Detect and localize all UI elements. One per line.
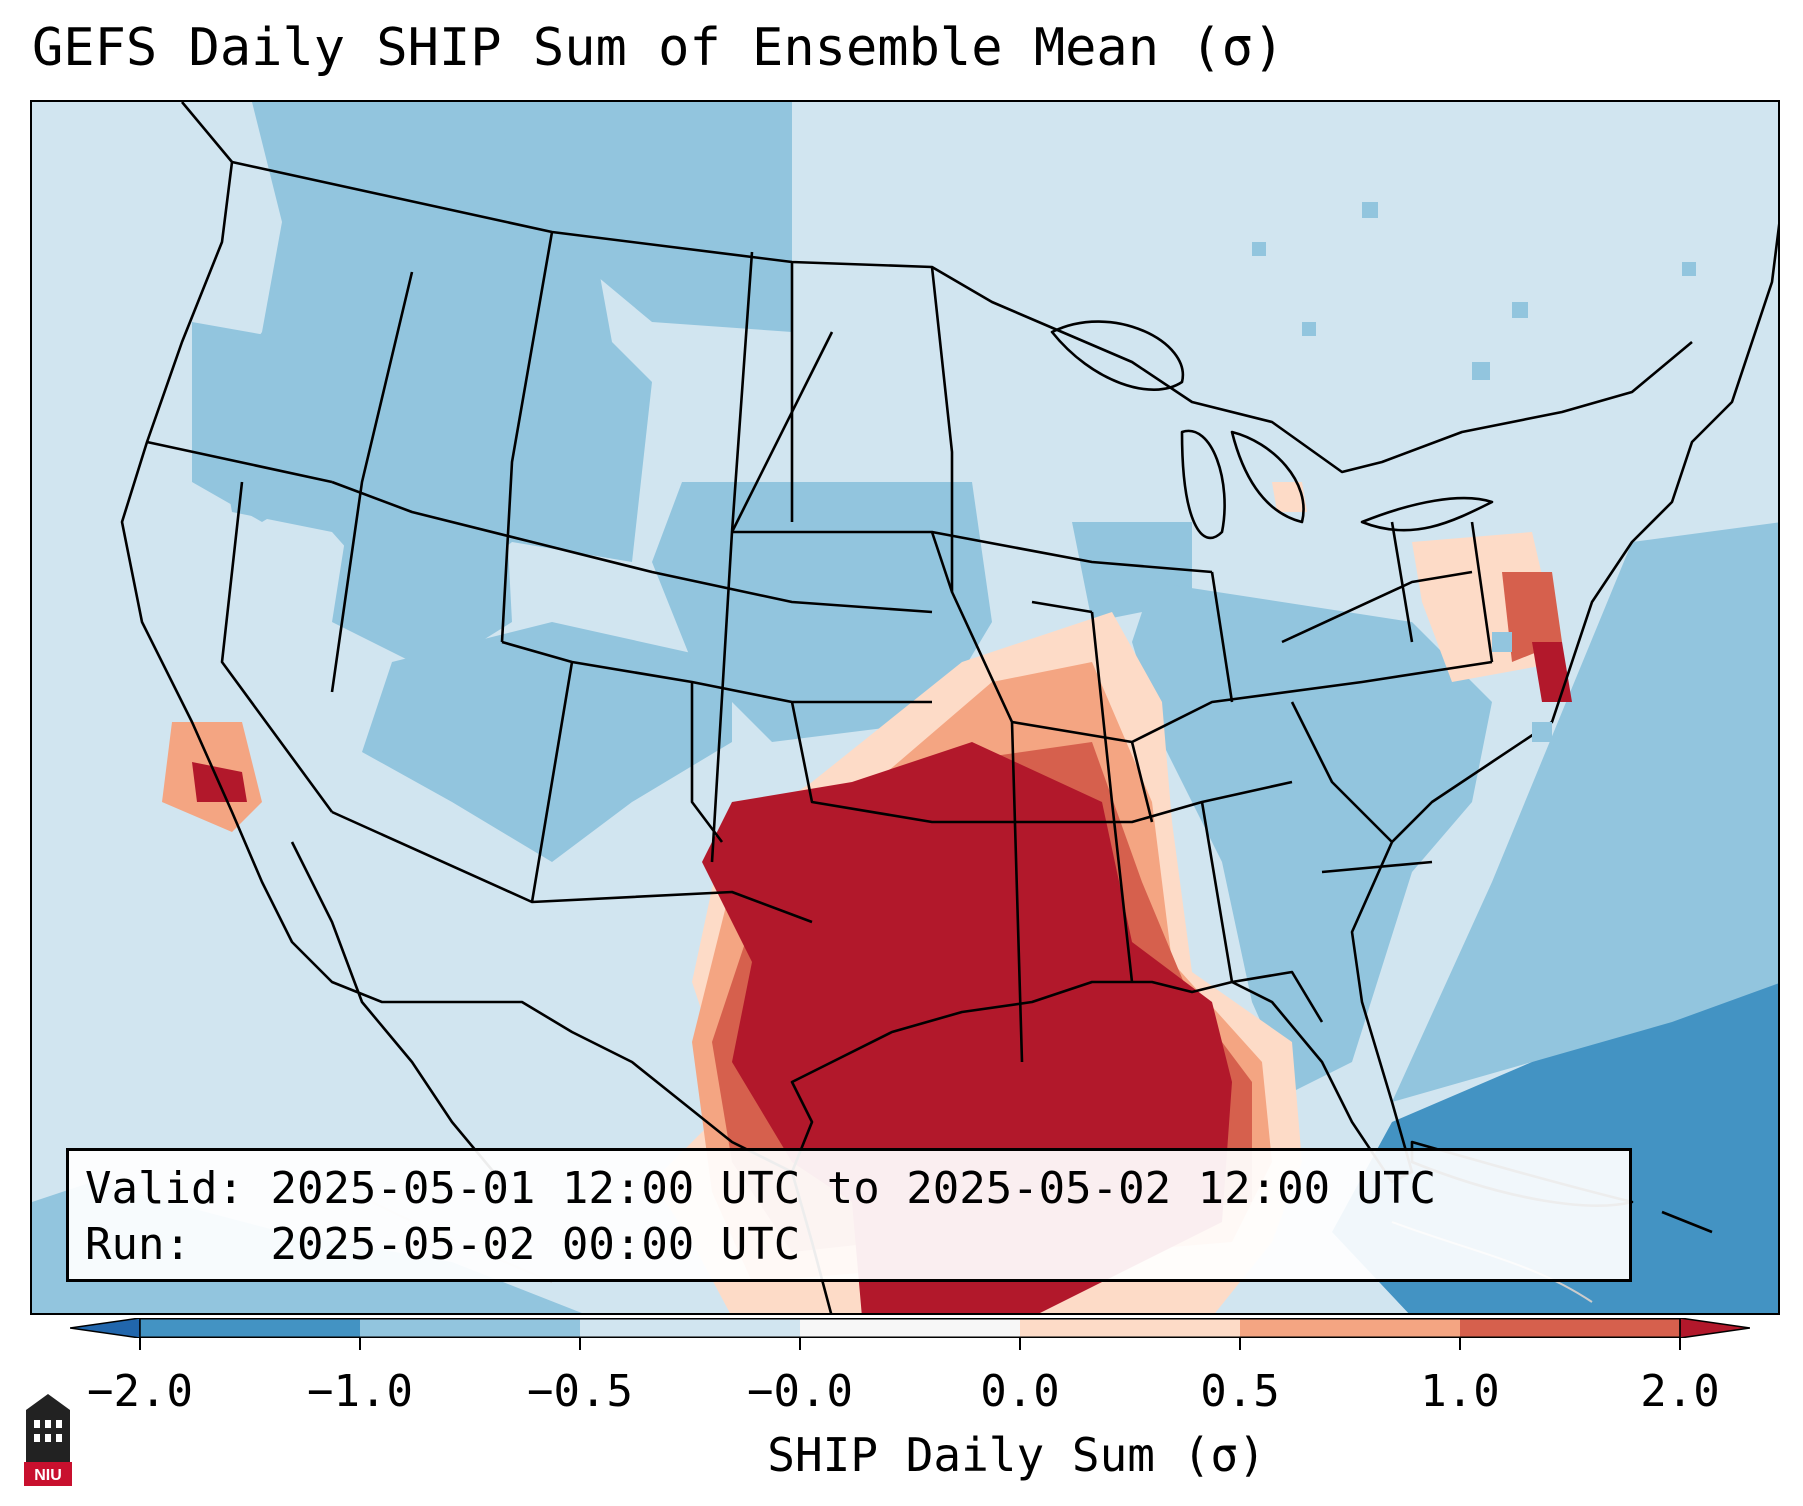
- colorbar-bin: [140, 1318, 361, 1338]
- colorbar-tick-mark: [579, 1338, 581, 1350]
- valid-row: Valid: 2025-05-01 12:00 UTC to 2025-05-0…: [85, 1161, 1613, 1217]
- page-title: GEFS Daily SHIP Sum of Ensemble Mean (σ): [32, 18, 1285, 78]
- colorbar-tick-mark: [139, 1338, 141, 1350]
- colorbar-extend-low: [70, 1318, 141, 1338]
- run-label: Run:: [85, 1219, 191, 1270]
- run-row: Run: 2025-05-02 00:00 UTC: [85, 1217, 1613, 1273]
- colorbar-tick-label: −0.5: [527, 1366, 633, 1417]
- colorbar-tick-label: −1.0: [307, 1366, 413, 1417]
- map-panel[interactable]: [30, 100, 1780, 1315]
- valid-label: Valid:: [85, 1163, 244, 1214]
- colorbar-tick-label: 1.0: [1420, 1366, 1500, 1417]
- valid-value: 2025-05-01 12:00 UTC to 2025-05-02 12:00…: [270, 1163, 1437, 1214]
- colorbar-tick-mark: [1679, 1338, 1681, 1350]
- colorbar-bin: [360, 1318, 581, 1338]
- svg-text:NIU: NIU: [34, 1467, 62, 1484]
- colorbar-ticks: −2.0 −1.0 −0.5 −0.0 0.0 0.5 1.0 2.0: [0, 1338, 1803, 1417]
- colorbar-tick-mark: [359, 1338, 361, 1350]
- colorbar: [70, 1318, 1750, 1338]
- colorbar-tick-label: 0.0: [980, 1366, 1060, 1417]
- colorbar-tick-mark: [1239, 1338, 1241, 1350]
- colorbar-tick-label: 0.5: [1200, 1366, 1280, 1417]
- field-positive-anomaly: [162, 482, 1572, 1313]
- scattered-cells: [1252, 202, 1696, 742]
- colorbar-tick-label: −0.0: [747, 1366, 853, 1417]
- colorbar-tick-label: 2.0: [1640, 1366, 1720, 1417]
- info-box: Valid: 2025-05-01 12:00 UTC to 2025-05-0…: [66, 1148, 1632, 1282]
- colorbar-tick-mark: [799, 1338, 801, 1350]
- colorbar-bin: [800, 1318, 1021, 1338]
- colorbar-extend-high: [1679, 1318, 1750, 1338]
- colorbar-bin: [1460, 1318, 1681, 1338]
- colorbar-tick-mark: [1459, 1338, 1461, 1350]
- colorbar-bin: [580, 1318, 801, 1338]
- colorbar-bin: [1240, 1318, 1461, 1338]
- colorbar-label-row: SHIP Daily Sum (σ): [0, 1428, 1803, 1482]
- colorbar-tick-label: −2.0: [87, 1366, 193, 1417]
- map-canvas: [32, 102, 1778, 1313]
- colorbar-tick-mark: [1019, 1338, 1021, 1350]
- colorbar-bin: [1020, 1318, 1241, 1338]
- colorbar-label: SHIP Daily Sum (σ): [767, 1428, 1266, 1482]
- run-value: 2025-05-02 00:00 UTC: [270, 1219, 801, 1270]
- niu-logo: NIU: [24, 1394, 72, 1486]
